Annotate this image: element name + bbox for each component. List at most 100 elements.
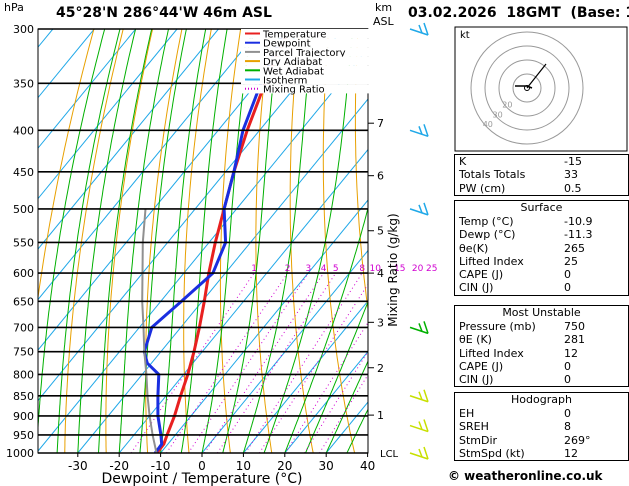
stmdir-label: StmDir — [459, 433, 498, 447]
pw-value: 0.5 — [564, 181, 582, 195]
storm-motion-marker — [524, 85, 530, 91]
legend-label: Parcel Trajectory — [263, 48, 346, 59]
sreh-value: 8 — [564, 420, 571, 434]
mixing-ratio-line — [258, 283, 368, 453]
totals-label: Totals Totals — [459, 168, 526, 182]
mixing-ratio-line — [303, 350, 368, 453]
surface-li-value: 25 — [564, 254, 578, 268]
x-axis-title: Dewpoint / Temperature (°C) — [102, 471, 303, 486]
pressure-tick-1000: 1000 — [6, 447, 34, 460]
station-location: 45°28'N 286°44'W 46m ASL — [56, 5, 272, 21]
stmspd-value: 12 — [564, 446, 578, 460]
wet-adiabat-line — [305, 300, 368, 453]
hodograph-ring — [484, 45, 570, 131]
surface-cin-label: CIN (J) — [459, 281, 494, 295]
surface-temp-value: -10.9 — [564, 215, 593, 228]
isotherm-line — [118, 148, 368, 453]
wind-barb — [409, 22, 429, 36]
hodograph-ring-label: 20 — [502, 101, 512, 110]
totals-value: 33 — [564, 168, 578, 182]
pressure-tick-850: 850 — [13, 390, 34, 403]
legend-label: Dry Adiabat — [263, 57, 322, 68]
temp-tick--10: -10 — [151, 459, 171, 473]
mu-li-value: 12 — [564, 346, 578, 360]
hodograph-trace — [526, 63, 547, 89]
hpa-axis-label: hPa — [4, 1, 24, 14]
dry-adiabat-line — [38, 29, 95, 302]
legend-label: Dewpoint — [263, 39, 311, 50]
isotherm-line — [38, 29, 302, 351]
mu-theta-label: θE (K) — [459, 333, 492, 347]
temp-tick-10: 10 — [236, 459, 251, 473]
pressure-tick-750: 750 — [13, 346, 34, 359]
sreh-label: SREH — [459, 420, 489, 434]
stmdir-value: 269° — [564, 433, 591, 447]
surface-theta-label: θe(K) — [459, 241, 489, 255]
temp-tick--30: -30 — [68, 459, 88, 473]
forecast-datetime: 03.02.2026 18GMT (Base: 18) — [408, 5, 629, 21]
wind-barb — [409, 419, 429, 433]
surface-dewp-value: -11.3 — [564, 228, 593, 242]
isotherm-line — [284, 350, 368, 453]
mixing-ratio-label: 3 — [305, 264, 311, 274]
mixing-ratio-axis-title: Mixing Ratio (g/kg) — [386, 213, 400, 326]
mixing-ratio-label: 10 — [370, 264, 382, 274]
mixing-ratio-line — [130, 272, 255, 453]
km-tick-2: 2 — [377, 362, 384, 375]
surface-cape-value: 0 — [564, 268, 571, 282]
eh-value: 0 — [564, 407, 571, 420]
wind-barb — [409, 202, 429, 216]
mu-cape-value: 0 — [564, 359, 571, 373]
credit-link[interactable]: © weatheronline.co.uk — [448, 469, 603, 483]
temp-tick--20: -20 — [109, 459, 129, 473]
wind-barb — [409, 321, 429, 335]
mixing-ratio-label: 1 — [251, 264, 257, 274]
isotherm-line — [201, 249, 368, 453]
k-index-value: -15 — [564, 155, 582, 168]
temp-tick-0: 0 — [198, 459, 206, 473]
legend-label: Wet Adiabat — [263, 66, 324, 77]
pressure-tick-500: 500 — [13, 203, 34, 216]
km-axis-label: km — [375, 1, 393, 14]
series-temperature — [155, 29, 291, 453]
dry-adiabat-line — [145, 29, 183, 453]
wind-barb — [409, 446, 429, 460]
mixing-ratio-label: 2 — [285, 264, 291, 274]
lcl-label: LCL — [380, 449, 399, 460]
temp-tick-20: 20 — [277, 459, 292, 473]
wet-adiabat-line — [180, 29, 228, 453]
surface-dewp-label: Dewp (°C) — [459, 228, 516, 242]
hodograph-ring-label: 30 — [493, 110, 503, 119]
hodograph-table: Hodograph EH 0 SREH 8 StmDir 269° StmSpd (k… — [454, 392, 629, 462]
wet-adiabat-line — [325, 359, 368, 453]
hodograph-ring — [470, 31, 584, 145]
pressure-tick-800: 800 — [13, 368, 34, 381]
most-unstable-box: Most Unstable Pressure (mb) 750 θE (K) 281… — [454, 305, 629, 388]
temp-tick-40: 40 — [360, 459, 375, 473]
indices-box: K -15 Totals Totals 33 PW (cm) 0.5 — [454, 154, 629, 196]
mu-li-label: Lifted Index — [459, 346, 524, 360]
hodograph-ring — [498, 59, 556, 117]
pressure-tick-650: 650 — [13, 295, 34, 308]
mu-theta-value: 281 — [564, 333, 585, 347]
pressure-tick-300: 300 — [13, 23, 34, 36]
isotherm-line — [38, 29, 137, 149]
eh-label: EH — [459, 407, 475, 420]
pressure-tick-900: 900 — [13, 410, 34, 423]
mixing-ratio-line — [166, 272, 289, 453]
isotherm-line — [38, 29, 261, 301]
surface-theta-value: 265 — [564, 241, 585, 255]
isotherm-line — [38, 29, 178, 200]
most-unstable-title: Most Unstable — [502, 306, 581, 319]
surface-li-label: Lifted Index — [459, 254, 524, 268]
pressure-tick-950: 950 — [13, 429, 34, 442]
isotherm-line — [38, 29, 219, 250]
mixing-ratio-label: 5 — [333, 264, 339, 274]
surface-box: Surface Temp (°C) -10.9 Dewp (°C) -11.3 θe… — [454, 200, 629, 296]
wind-barb — [409, 389, 429, 403]
mu-pressure-label: Pressure (mb) — [459, 320, 536, 333]
surface-title: Surface — [520, 201, 563, 214]
asl-axis-label: ASL — [373, 15, 394, 28]
legend-label: Temperature — [262, 30, 326, 41]
